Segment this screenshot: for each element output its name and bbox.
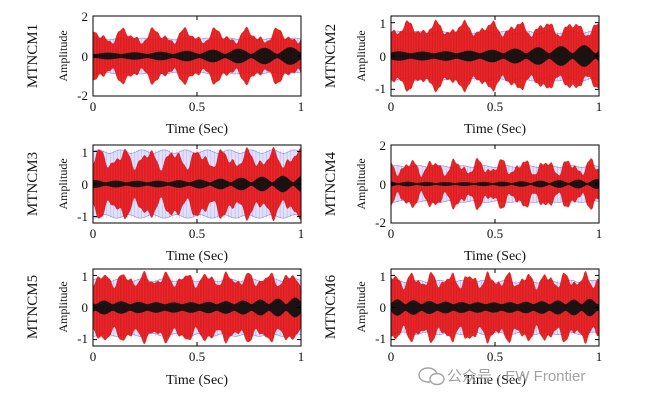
component-envelope bbox=[93, 175, 301, 193]
x-tick-label: 0.5 bbox=[487, 349, 503, 364]
y-tick-label: -2 bbox=[77, 88, 88, 103]
y-tick-label: 0 bbox=[380, 49, 387, 64]
y-axis-label: Amplitude bbox=[354, 30, 368, 81]
x-tick-label: 1 bbox=[596, 226, 603, 241]
y-tick-label: 0 bbox=[380, 177, 387, 192]
series-inner-component bbox=[391, 45, 599, 67]
x-tick-label: 0.5 bbox=[487, 226, 503, 241]
y-tick-label: 2 bbox=[380, 138, 387, 153]
y-axis-label: Amplitude bbox=[56, 281, 70, 332]
tick-group bbox=[390, 269, 600, 346]
y-tick-label: 1 bbox=[380, 16, 387, 31]
x-tick-label: 1 bbox=[298, 226, 305, 241]
y-axis-label: Amplitude bbox=[354, 158, 368, 209]
y-tick-label: 0 bbox=[82, 300, 89, 315]
plot-area bbox=[93, 26, 301, 86]
tick-group bbox=[92, 15, 302, 97]
y-axis-label: Amplitude bbox=[56, 30, 70, 81]
panel-label: MTNCM6 bbox=[323, 274, 339, 339]
x-tick-label: 0 bbox=[90, 99, 97, 114]
tick-group bbox=[390, 16, 600, 96]
plot-area bbox=[391, 158, 599, 210]
series-inner-component bbox=[391, 179, 599, 189]
x-axis-label: Time (Sec) bbox=[166, 249, 228, 264]
y-tick-label: 2 bbox=[82, 9, 89, 24]
panel-mtncm6: MTNCM6 Amplitude 0 0.5 1 1 0 -1 Time (Se… bbox=[323, 268, 603, 388]
tick-group bbox=[92, 145, 302, 223]
component-envelope bbox=[93, 47, 301, 65]
y-tick-label: -1 bbox=[375, 331, 386, 346]
x-tick-label: 0.5 bbox=[189, 226, 205, 241]
series-inner-component bbox=[93, 297, 301, 318]
x-tick-label: 0 bbox=[388, 226, 395, 241]
y-tick-label: 1 bbox=[82, 145, 89, 160]
wechat-icon bbox=[418, 367, 445, 386]
y-tick-label: -1 bbox=[375, 81, 386, 96]
y-tick-label: -1 bbox=[77, 331, 88, 346]
x-tick-label: 1 bbox=[596, 99, 603, 114]
series-inner-component bbox=[93, 175, 301, 193]
y-tick-label: -2 bbox=[375, 215, 386, 230]
y-tick-label: 1 bbox=[380, 269, 387, 284]
component-envelope bbox=[391, 179, 599, 189]
x-tick-label: 1 bbox=[298, 99, 305, 114]
x-tick-label: 0 bbox=[388, 349, 395, 364]
panel-mtncm1: MTNCM1 Amplitude 0 0.5 1 2 0 -2 Time (Se… bbox=[25, 9, 304, 137]
x-axis-label: Time (Sec) bbox=[464, 249, 526, 264]
x-tick-label: 0.5 bbox=[487, 99, 503, 114]
plot-area bbox=[93, 147, 301, 221]
panel-mtncm2: MTNCM2 Amplitude 0 0.5 1 1 0 -1 Time (Se… bbox=[323, 15, 603, 137]
panel-mtncm4: MTNCM4 Amplitude 0 0.5 1 2 0 -2 Time (Se… bbox=[323, 138, 602, 264]
series-inner-component bbox=[391, 298, 599, 317]
panel-mtncm5: MTNCM5 Amplitude 0 0.5 1 1 0 -1 Time (Se… bbox=[25, 268, 305, 388]
panel-label: MTNCM5 bbox=[25, 275, 41, 339]
x-tick-label: 0 bbox=[90, 226, 97, 241]
plot-area bbox=[391, 19, 599, 93]
watermark-text: 公众号 · EW Frontier bbox=[447, 368, 585, 385]
watermark: 公众号 · EW Frontier bbox=[418, 367, 585, 386]
x-tick-label: 1 bbox=[298, 349, 305, 364]
plot-area bbox=[93, 270, 301, 345]
panel-label: MTNCM2 bbox=[323, 24, 339, 88]
x-axis-label: Time (Sec) bbox=[464, 122, 526, 137]
panel-label: MTNCM4 bbox=[323, 151, 339, 216]
x-tick-label: 0.5 bbox=[189, 349, 205, 364]
panel-label: MTNCM1 bbox=[25, 24, 41, 88]
component-envelope bbox=[391, 298, 599, 317]
y-tick-label: -1 bbox=[77, 209, 88, 224]
x-axis-label: Time (Sec) bbox=[464, 373, 526, 388]
y-tick-label: 0 bbox=[380, 300, 387, 315]
y-tick-label: 0 bbox=[82, 49, 89, 64]
y-tick-label: 0 bbox=[82, 177, 89, 192]
x-tick-label: 0 bbox=[388, 99, 395, 114]
x-tick-label: 0 bbox=[90, 349, 97, 364]
y-axis-label: Amplitude bbox=[354, 281, 368, 332]
component-envelope bbox=[93, 297, 301, 318]
tick-group bbox=[390, 144, 600, 224]
series-inner-component bbox=[93, 47, 301, 65]
panel-mtncm3: MTNCM3 Amplitude 0 0.5 1 1 0 -1 Time (Se… bbox=[25, 144, 305, 264]
x-axis-label: Time (Sec) bbox=[166, 373, 228, 388]
component-envelope bbox=[391, 45, 599, 67]
x-axis-label: Time (Sec) bbox=[166, 122, 228, 137]
panel-label: MTNCM3 bbox=[25, 152, 41, 216]
x-tick-label: 1 bbox=[596, 349, 603, 364]
tick-group bbox=[92, 269, 302, 346]
plot-area bbox=[391, 271, 599, 344]
y-tick-label: 1 bbox=[82, 269, 89, 284]
x-tick-label: 0.5 bbox=[189, 99, 205, 114]
y-axis-label: Amplitude bbox=[56, 158, 70, 209]
